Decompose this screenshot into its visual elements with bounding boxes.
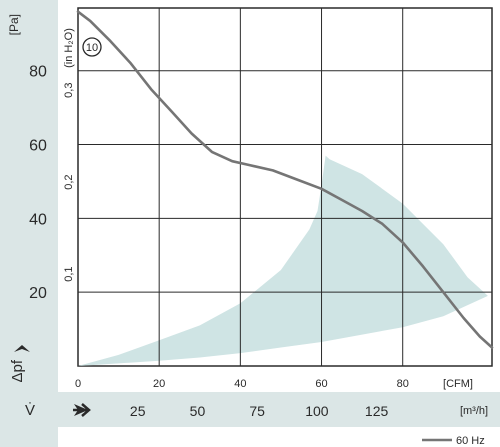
inh2o-tick-labels: 0,1 0,2 0,3	[63, 83, 75, 282]
cfm-tick-label: 60	[315, 378, 327, 390]
operating-region-shape	[78, 155, 488, 366]
y-axis-band	[0, 0, 58, 447]
cfm-tick-label: 20	[153, 378, 165, 390]
inh2o-tick-label: 0,1	[63, 266, 75, 281]
pa-tick-label: 60	[29, 138, 47, 155]
m3h-tick-label: 100	[305, 403, 329, 419]
grid-lines	[78, 8, 492, 366]
pa-tick-label: 40	[29, 211, 47, 228]
pa-tick-label: 20	[29, 285, 47, 302]
cfm-tick-label: 0	[75, 378, 81, 390]
curve-layer	[76, 10, 494, 349]
pa-tick-label: 80	[29, 64, 47, 81]
pa-tick-labels: 20 40 60 80	[29, 64, 47, 302]
flow-symbol: V̇	[25, 402, 35, 419]
pressure-arrow-icon	[14, 345, 30, 352]
series-curve-0	[76, 10, 494, 349]
inh2o-tick-label: 0,2	[63, 174, 75, 189]
curve-id-label: 10	[86, 42, 98, 54]
inh2o-tick-label: 0,3	[63, 83, 75, 98]
legend-label: 60 Hz	[456, 435, 485, 447]
pa-axis-label: [Pa]	[7, 14, 21, 35]
operating-region	[78, 155, 488, 366]
m3h-tick-label: 125	[365, 403, 389, 419]
cfm-tick-labels: 0 20 40 60 80	[75, 378, 409, 390]
cfm-axis-label: [CFM]	[443, 378, 473, 390]
pressure-symbol: Δpf	[9, 359, 26, 382]
inh2o-axis-label: (in H₂O)	[63, 28, 75, 68]
curve-id-badge	[82, 37, 102, 57]
m3h-tick-label: 75	[249, 403, 265, 419]
m3h-tick-label: 50	[190, 403, 206, 419]
cfm-tick-label: 80	[397, 378, 409, 390]
flow-arrow-head-icon	[74, 404, 88, 416]
m3h-tick-labels: 25 50 75 100 125	[130, 403, 389, 419]
m3h-axis-label: [m³/h]	[460, 405, 488, 417]
cfm-tick-label: 40	[234, 378, 246, 390]
m3h-tick-label: 25	[130, 403, 146, 419]
